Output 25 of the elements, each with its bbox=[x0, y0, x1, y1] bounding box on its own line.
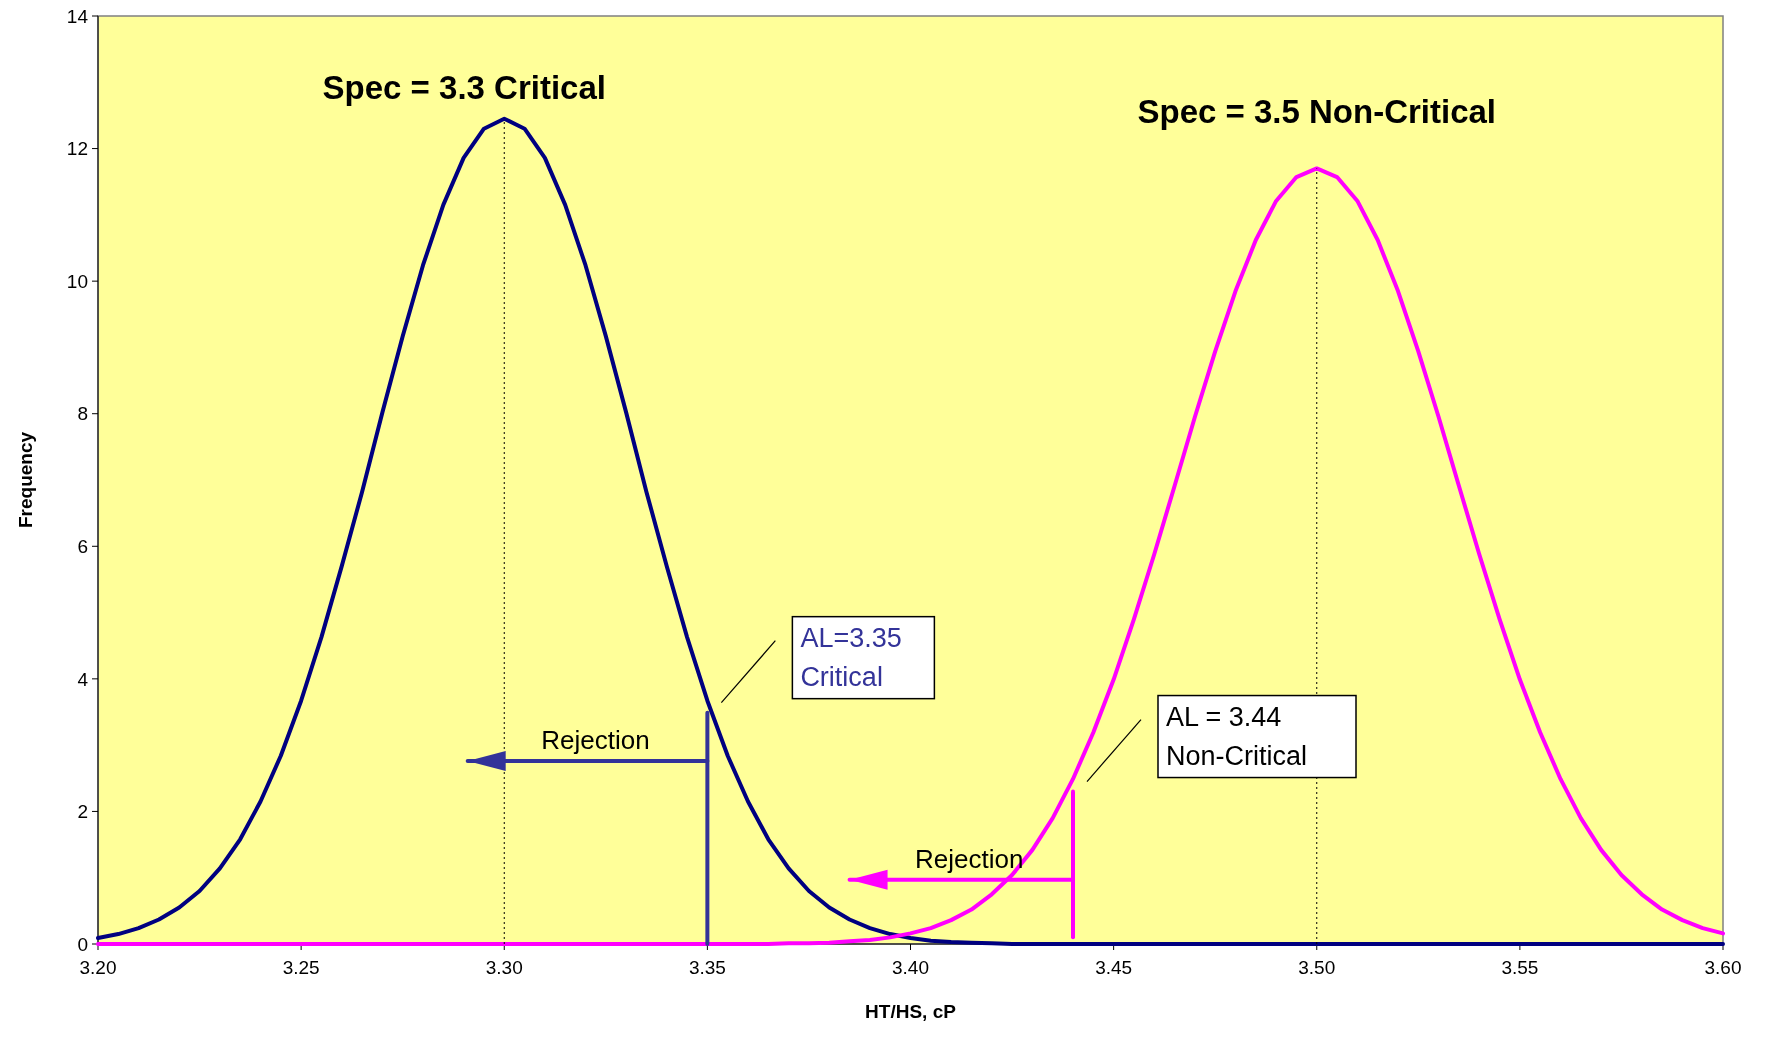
annotation: Rejection bbox=[915, 843, 1024, 874]
x-tick-label: 3.35 bbox=[688, 957, 726, 978]
y-tick-label: 12 bbox=[66, 138, 88, 160]
annotation: Spec = 3.5 Non-Critical bbox=[1137, 93, 1497, 131]
y-tick-label: 10 bbox=[66, 270, 88, 292]
x-tick-label: 3.20 bbox=[79, 957, 117, 978]
x-tick-label: 3.25 bbox=[282, 957, 320, 978]
y-tick-label: 0 bbox=[77, 933, 88, 955]
x-tick-label: 3.30 bbox=[485, 957, 523, 978]
y-axis-title: Frequency bbox=[15, 431, 36, 529]
annotation: AL=3.35 Critical bbox=[800, 622, 902, 692]
y-tick-label: 6 bbox=[77, 535, 88, 557]
y-tick-label: 2 bbox=[77, 801, 88, 823]
x-axis-title: HT/HS, cP bbox=[865, 1001, 957, 1022]
y-tick-label: 4 bbox=[77, 668, 89, 690]
annotation: AL = 3.44 Non-Critical bbox=[1166, 701, 1308, 771]
annotation: Spec = 3.3 Critical bbox=[322, 68, 606, 106]
y-tick-label: 8 bbox=[77, 403, 88, 425]
y-tick-label: 14 bbox=[66, 5, 89, 27]
x-tick-label: 3.40 bbox=[892, 957, 929, 978]
x-tick-label: 3.50 bbox=[1298, 957, 1336, 978]
annotation: Rejection bbox=[541, 725, 650, 756]
x-tick-label: 3.60 bbox=[1704, 957, 1742, 978]
x-tick-label: 3.55 bbox=[1501, 957, 1539, 978]
x-tick-label: 3.45 bbox=[1095, 957, 1133, 978]
